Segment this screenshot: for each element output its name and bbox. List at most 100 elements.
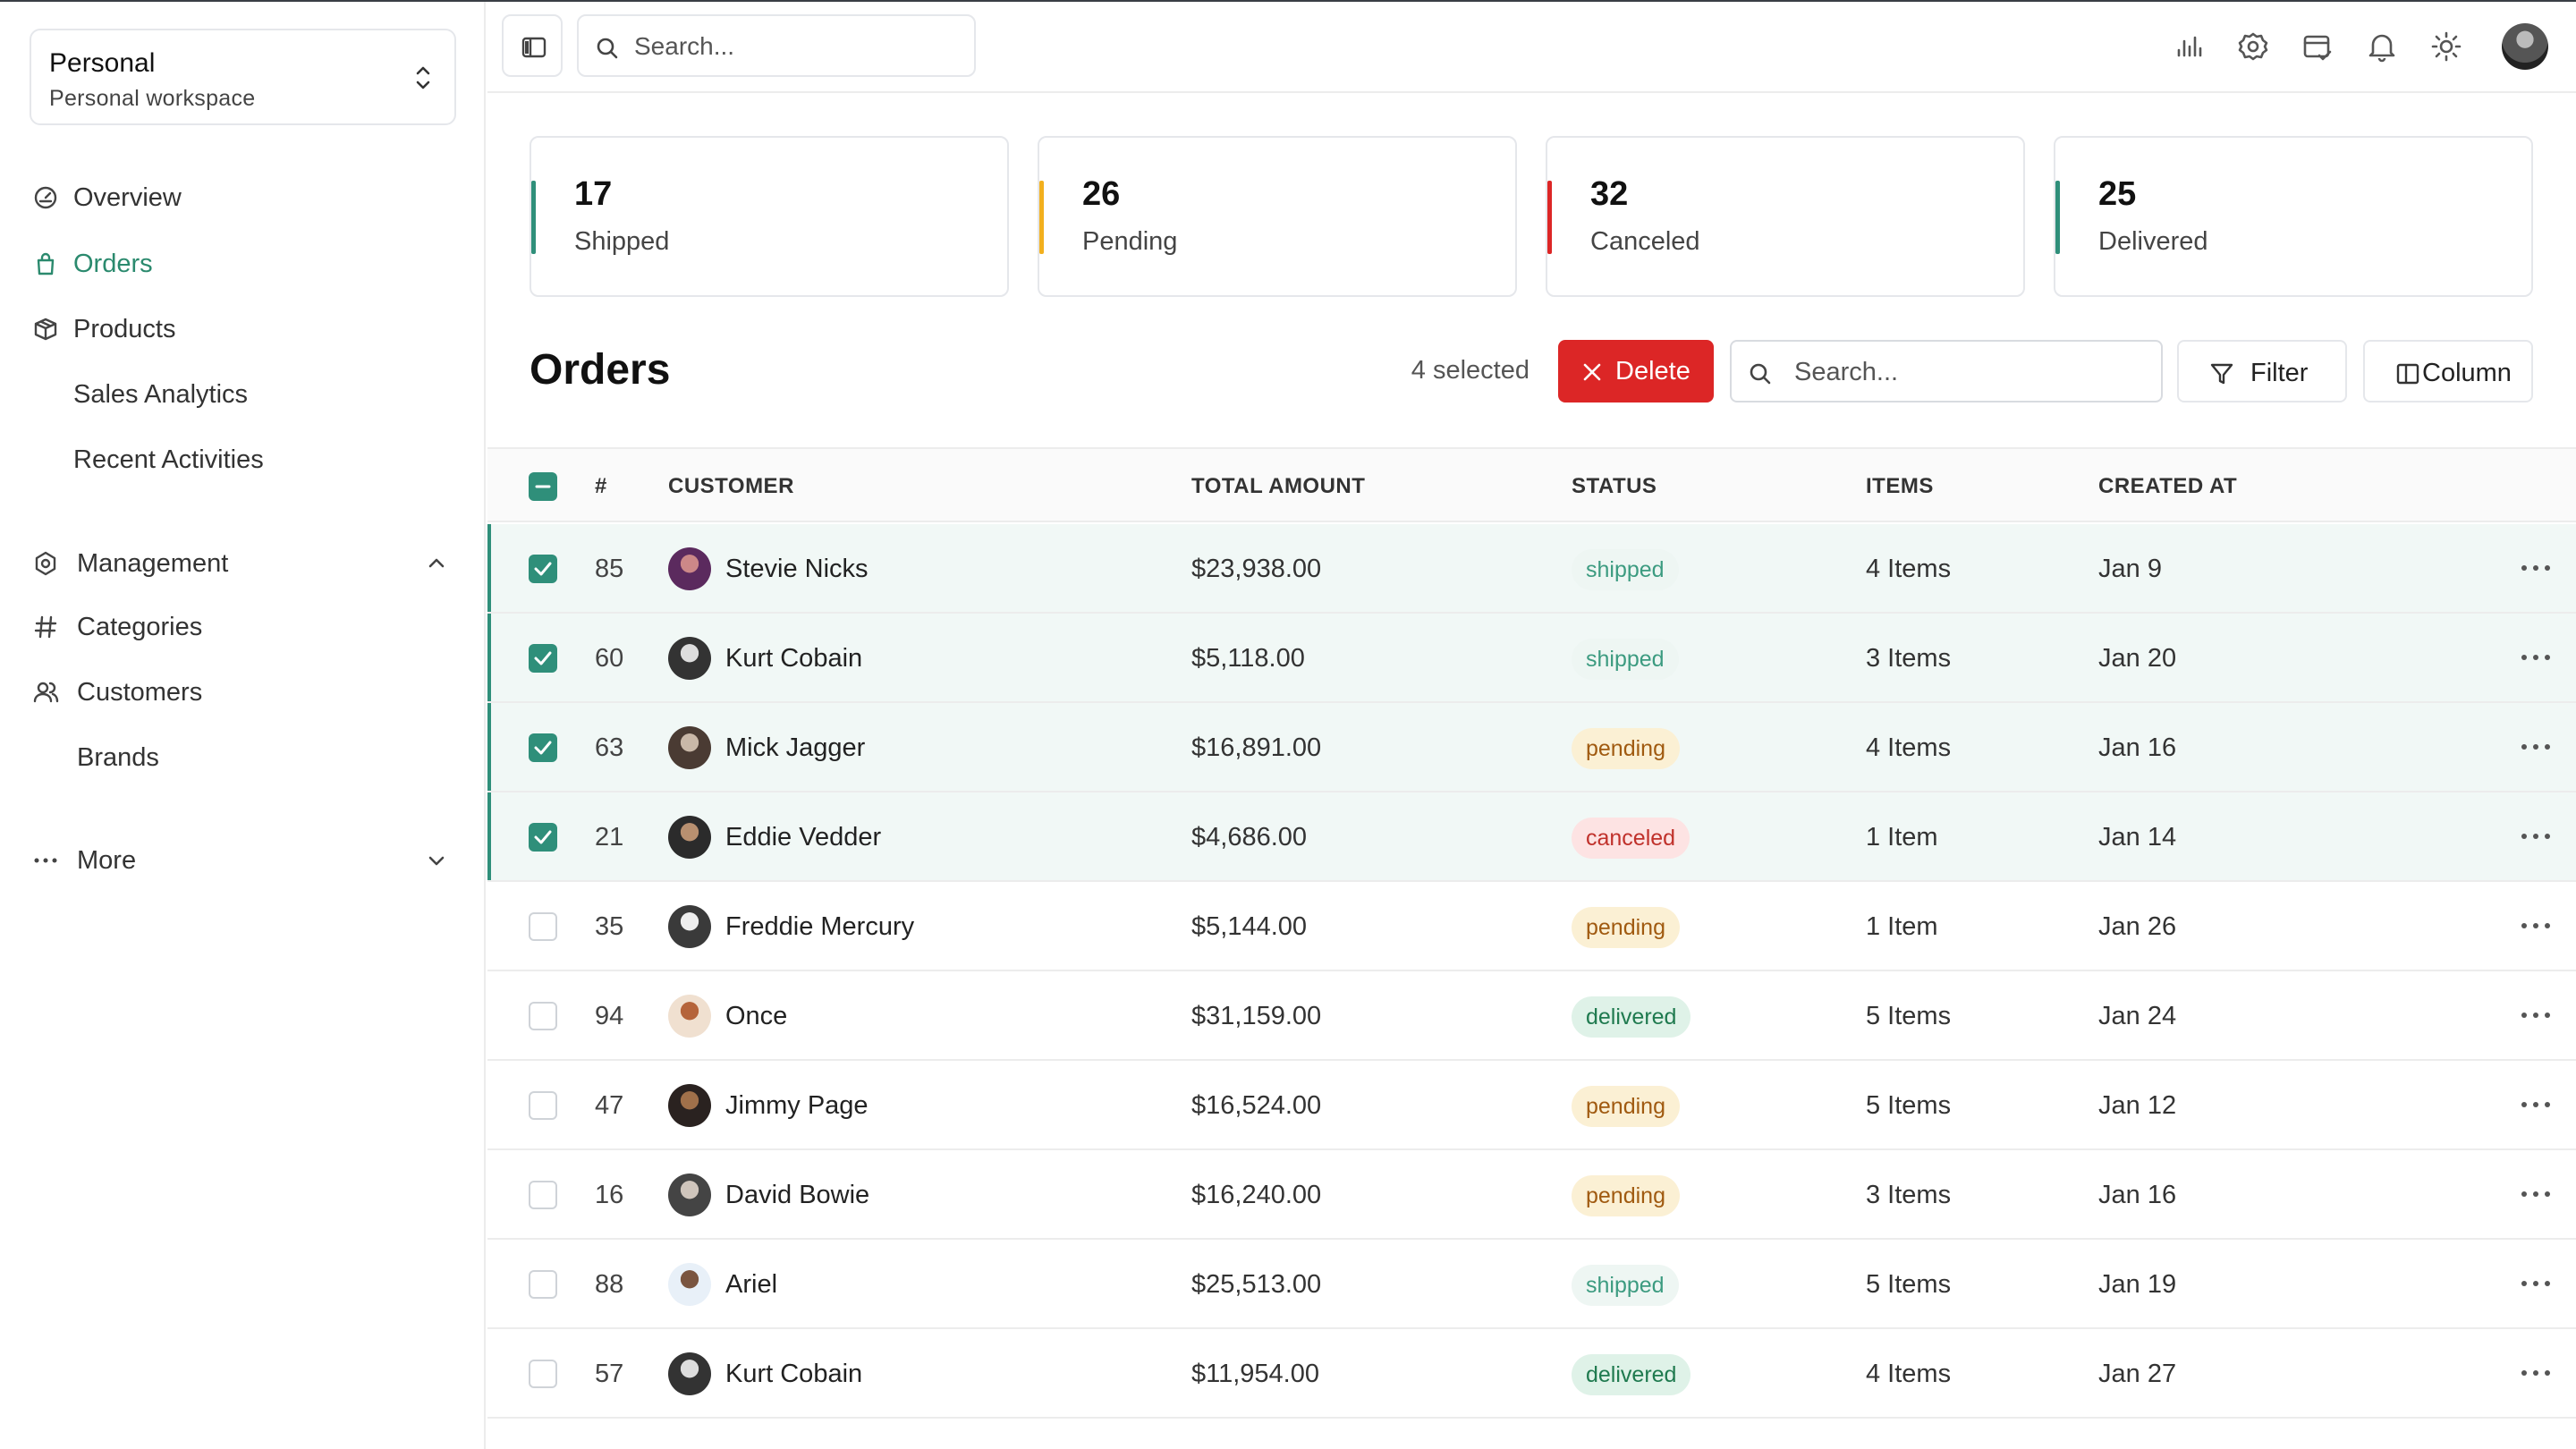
column-header-customer[interactable]: CUSTOMER [668, 474, 794, 498]
total-amount: $5,144.00 [1191, 912, 1308, 941]
sidebar-item-more[interactable]: More [0, 833, 486, 888]
created-at: Jan 16 [2098, 1181, 2177, 1209]
column-label: Column [2422, 359, 2512, 387]
column-header-created-at[interactable]: CREATED AT [2098, 474, 2238, 498]
column-header-id[interactable]: # [595, 474, 607, 498]
sidebar-item-label: More [77, 845, 137, 875]
search-icon [597, 38, 618, 59]
row-actions-more-icon[interactable] [2521, 655, 2554, 662]
status-badge: pending [1572, 728, 1680, 769]
row-actions-more-icon[interactable] [2521, 1013, 2554, 1020]
created-at: Jan 24 [2098, 1002, 2177, 1030]
item-count: 5 Items [1866, 1002, 1952, 1030]
table-row[interactable]: 57 Kurt Cobain $11,954.00 delivered 4 Items J… [487, 1329, 2576, 1419]
select-all-checkbox[interactable] [529, 472, 557, 501]
filter-button[interactable]: Filter [2177, 340, 2347, 402]
stat-accent-bar [1547, 181, 1552, 254]
bell-icon[interactable] [2364, 29, 2400, 64]
sidebar-item-categories[interactable]: Categories [0, 599, 486, 655]
created-at: Jan 9 [2098, 555, 2162, 583]
table-row[interactable]: 16 David Bowie $16,240.00 pending 3 Items Jan… [487, 1150, 2576, 1240]
item-count: 5 Items [1866, 1270, 1952, 1299]
row-checkbox[interactable] [529, 1091, 557, 1120]
sidebar-item-sales-analytics[interactable]: Sales Analytics [0, 367, 486, 422]
sidebar-item-label: Brands [77, 742, 159, 772]
delete-label: Delete [1615, 357, 1690, 386]
row-checkbox[interactable] [529, 823, 557, 852]
global-search[interactable] [577, 14, 976, 77]
check-icon [534, 562, 552, 576]
stat-card-pending: 26 Pending [1038, 136, 1517, 297]
row-checkbox[interactable] [529, 1360, 557, 1388]
sidebar-item-overview[interactable]: Overview [0, 170, 486, 225]
delete-button[interactable]: Delete [1558, 340, 1714, 402]
stat-card-canceled: 32 Canceled [1546, 136, 2025, 297]
row-checkbox[interactable] [529, 1270, 557, 1299]
column-button[interactable]: Column [2363, 340, 2533, 402]
column-header-status[interactable]: STATUS [1572, 474, 1657, 498]
sidebar-item-orders[interactable]: Orders [0, 236, 486, 292]
customer-name: Stevie Nicks [725, 555, 869, 583]
row-actions-more-icon[interactable] [2521, 834, 2554, 841]
sidebar-item-brands[interactable]: Brands [0, 730, 486, 785]
table-row[interactable]: 47 Jimmy Page $16,524.00 pending 5 Items Jan … [487, 1061, 2576, 1150]
user-avatar[interactable] [2502, 23, 2548, 70]
global-search-input[interactable] [634, 27, 965, 66]
row-actions-more-icon[interactable] [2521, 1370, 2554, 1377]
settings-hexagon-icon [35, 551, 56, 576]
row-checkbox[interactable] [529, 1181, 557, 1209]
total-amount: $4,686.00 [1191, 823, 1308, 852]
row-actions-more-icon[interactable] [2521, 1281, 2554, 1288]
table-row[interactable]: 60 Kurt Cobain $5,118.00 shipped 3 Items Jan … [487, 614, 2576, 703]
row-checkbox[interactable] [529, 644, 557, 673]
table-row[interactable]: 85 Stevie Nicks $23,938.00 shipped 4 Items Ja… [487, 524, 2576, 614]
gear-icon[interactable] [2235, 29, 2271, 64]
orders-search-input[interactable] [1794, 352, 2152, 392]
sidebar-section-management[interactable]: Management [0, 536, 486, 591]
table-row[interactable]: 88 Ariel $25,513.00 shipped 5 Items Jan 19 [487, 1240, 2576, 1329]
row-actions-more-icon[interactable] [2521, 1191, 2554, 1199]
table-row[interactable]: 94 Once $31,159.00 delivered 5 Items Jan 24 [487, 971, 2576, 1061]
table-row[interactable]: 63 Mick Jagger $16,891.00 pending 4 Items Jan… [487, 703, 2576, 792]
row-actions-more-icon[interactable] [2521, 923, 2554, 930]
check-icon [534, 651, 552, 665]
row-checkbox[interactable] [529, 733, 557, 762]
customer-name: Kurt Cobain [725, 644, 863, 673]
sidebar-item-products[interactable]: Products [0, 301, 486, 357]
close-icon [1583, 363, 1601, 381]
customer-name: Once [725, 1002, 788, 1030]
row-actions-more-icon[interactable] [2521, 1102, 2554, 1109]
table-row[interactable]: 21 Eddie Vedder $4,686.00 canceled 1 Item Jan… [487, 792, 2576, 882]
users-icon [33, 682, 59, 703]
sidebar-item-recent-activities[interactable]: Recent Activities [0, 432, 486, 487]
customer-name: Ariel [725, 1270, 778, 1299]
status-badge: pending [1572, 1175, 1680, 1216]
customer-avatar [668, 995, 711, 1038]
sidebar-toggle-button[interactable] [502, 14, 563, 77]
column-header-items[interactable]: ITEMS [1866, 474, 1934, 498]
item-count: 3 Items [1866, 644, 1952, 673]
stat-value: 32 [1590, 175, 1629, 213]
bar-chart-icon[interactable] [2171, 29, 2207, 64]
calendar-check-icon[interactable] [2300, 29, 2335, 64]
sun-icon[interactable] [2428, 29, 2464, 64]
top-bar [487, 2, 2576, 93]
item-count: 4 Items [1866, 733, 1952, 762]
item-count: 3 Items [1866, 1181, 1952, 1209]
row-actions-more-icon[interactable] [2521, 565, 2554, 572]
row-checkbox[interactable] [529, 912, 557, 941]
check-icon [534, 741, 552, 755]
total-amount: $23,938.00 [1191, 555, 1322, 583]
item-count: 5 Items [1866, 1091, 1952, 1120]
item-count: 4 Items [1866, 1360, 1952, 1388]
sidebar-section-label: Management [77, 548, 229, 578]
order-id: 16 [595, 1181, 624, 1209]
table-row[interactable]: 35 Freddie Mercury $5,144.00 pending 1 Item J… [487, 882, 2576, 971]
sidebar-item-customers[interactable]: Customers [0, 665, 486, 720]
row-checkbox[interactable] [529, 1002, 557, 1030]
row-checkbox[interactable] [529, 555, 557, 583]
row-actions-more-icon[interactable] [2521, 744, 2554, 751]
orders-search[interactable] [1730, 340, 2163, 402]
workspace-switcher[interactable]: Personal Personal workspace [30, 29, 456, 125]
column-header-total-amount[interactable]: TOTAL AMOUNT [1191, 474, 1366, 498]
